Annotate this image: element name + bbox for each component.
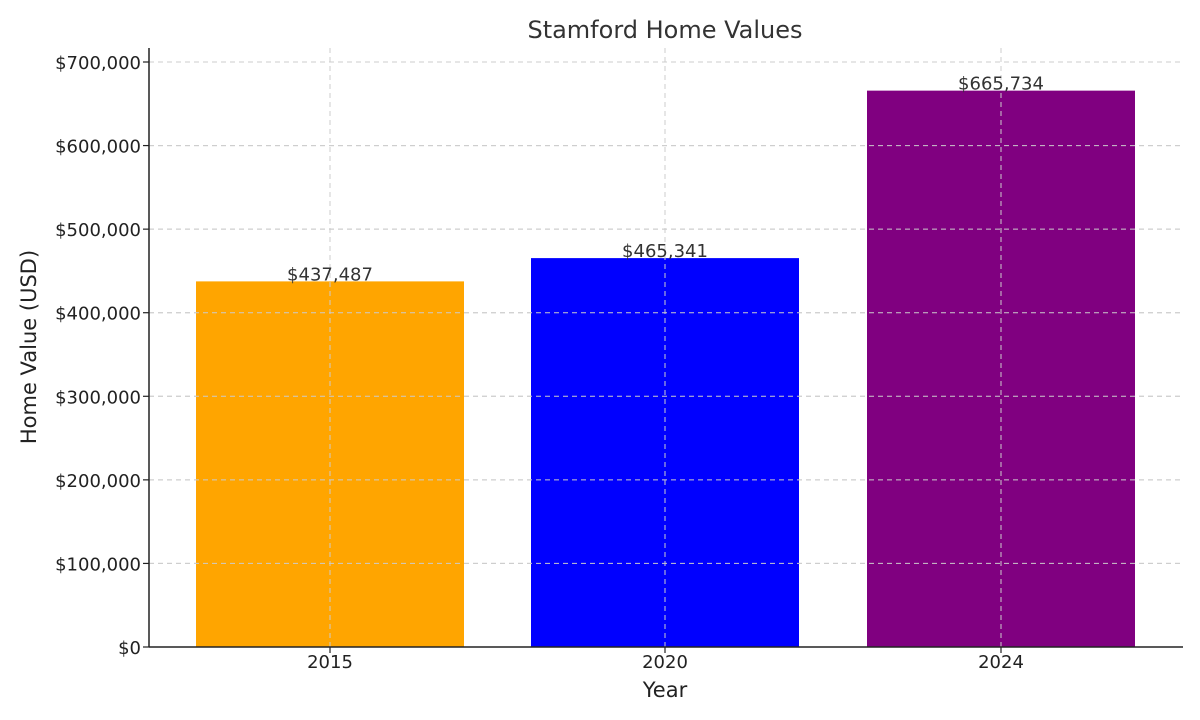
y-tick-label: $300,000 — [55, 387, 141, 408]
y-ticks: $0 $100,000 $200,000 $300,000 $400,000 $500,0… — [55, 53, 149, 659]
x-axis-label: Year — [642, 678, 688, 702]
y-axis-label: Home Value (USD) — [17, 250, 41, 444]
y-tick-label: $700,000 — [55, 53, 141, 74]
x-ticks: 2015 2020 2024 — [307, 647, 1024, 673]
data-labels: $437,487 $465,341 $665,734 — [287, 74, 1044, 286]
x-tick-label: 2024 — [978, 652, 1024, 673]
y-tick-label: $0 — [118, 638, 141, 659]
chart-title: Stamford Home Values — [527, 16, 802, 44]
axes — [148, 48, 1183, 648]
y-tick-label: $100,000 — [55, 554, 141, 575]
y-tick-label: $500,000 — [55, 220, 141, 241]
data-label-2020: $465,341 — [622, 241, 708, 262]
x-tick-label: 2020 — [642, 652, 688, 673]
y-tick-label: $400,000 — [55, 304, 141, 325]
x-tick-label: 2015 — [307, 652, 353, 673]
grid-overlay — [149, 48, 1183, 648]
data-label-2015: $437,487 — [287, 264, 373, 285]
data-label-2024: $665,734 — [958, 74, 1044, 95]
y-tick-label: $600,000 — [55, 137, 141, 158]
y-tick-label: $200,000 — [55, 471, 141, 492]
